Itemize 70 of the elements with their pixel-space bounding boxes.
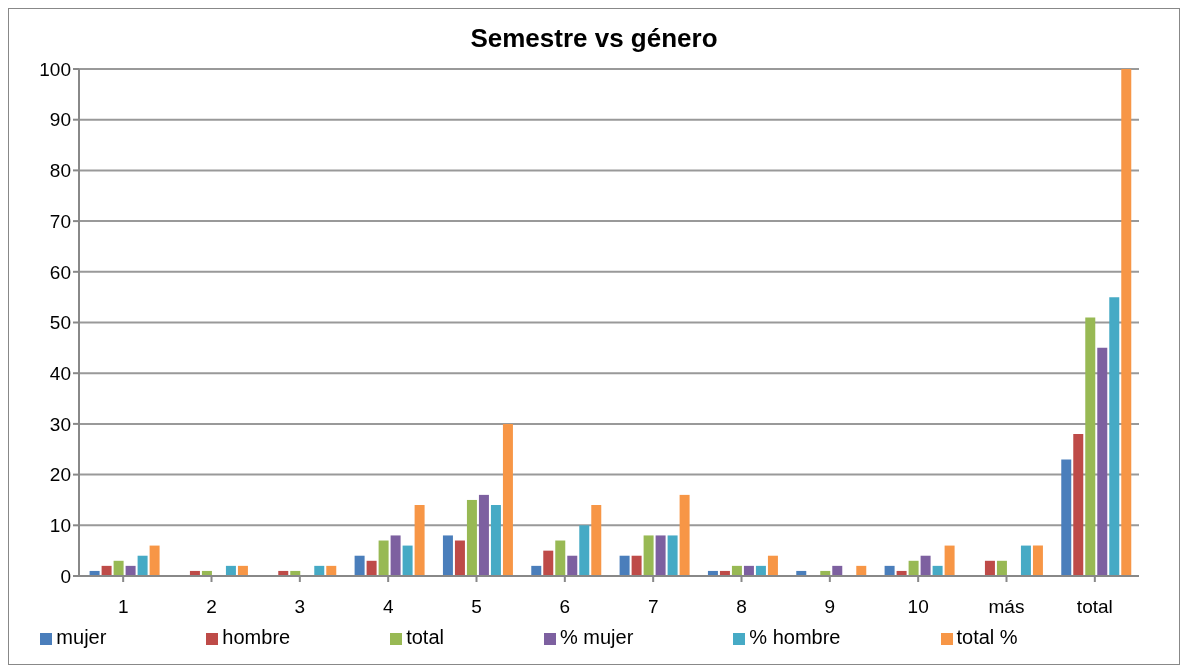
bar — [366, 560, 377, 576]
x-tick-label: 3 — [294, 596, 306, 618]
bar — [1109, 297, 1120, 576]
chart-title: Semestre vs género — [469, 22, 719, 55]
bar — [502, 423, 513, 576]
bar — [137, 555, 148, 576]
bar — [667, 535, 678, 576]
y-tick-label: 50 — [49, 312, 71, 334]
bar — [1121, 69, 1132, 576]
bar — [655, 535, 666, 576]
bar — [466, 499, 477, 576]
bar — [908, 560, 919, 576]
bar — [679, 494, 690, 576]
x-tick-label: 1 — [117, 596, 129, 618]
bar — [591, 505, 602, 576]
y-tick-label: 30 — [49, 413, 71, 435]
legend-label: total % — [956, 626, 1018, 648]
bar — [1085, 317, 1096, 576]
bar — [643, 535, 654, 576]
bar — [1073, 434, 1084, 576]
bar — [354, 555, 365, 576]
bar — [567, 555, 578, 576]
bar — [984, 560, 995, 576]
x-tick-label: más — [988, 596, 1025, 618]
x-tick-label: 5 — [471, 596, 482, 618]
bar — [767, 555, 778, 576]
x-tick-label: 6 — [559, 596, 571, 618]
bar — [390, 535, 401, 576]
y-tick-label: 70 — [49, 210, 71, 232]
bar — [478, 494, 489, 576]
x-tick-label: 9 — [824, 596, 836, 618]
bar — [579, 525, 590, 576]
y-tick-label: 20 — [49, 464, 71, 486]
legend-label: hombre — [222, 626, 291, 648]
y-tick-label: 10 — [49, 515, 71, 537]
bar — [414, 505, 425, 576]
x-tick-label: 4 — [382, 596, 394, 618]
bar — [996, 560, 1007, 576]
bar — [1020, 545, 1031, 576]
bar — [543, 550, 554, 576]
legend-label: mujer — [56, 626, 107, 648]
x-tick-label: 8 — [736, 596, 747, 618]
x-tick-label: 10 — [907, 596, 929, 618]
y-tick-label: 90 — [49, 109, 71, 131]
legend-label: total — [406, 626, 444, 648]
bar — [378, 540, 389, 576]
y-tick-label: 60 — [49, 261, 71, 283]
bar — [454, 540, 465, 576]
bar — [113, 560, 124, 576]
bar — [402, 545, 413, 576]
bar — [442, 535, 453, 576]
bar — [619, 555, 630, 576]
y-tick-label: 100 — [39, 58, 71, 80]
bar — [631, 555, 642, 576]
legend-label: % mujer — [559, 626, 634, 648]
bar — [1097, 347, 1108, 576]
bar — [555, 540, 566, 576]
x-tick-label: total — [1076, 596, 1113, 618]
x-tick-label: 7 — [647, 596, 659, 618]
x-tick-label: 2 — [206, 596, 217, 618]
y-tick-label: 40 — [49, 362, 71, 384]
bar — [490, 505, 501, 576]
bar — [944, 545, 955, 576]
legend-label: % hombre — [749, 626, 841, 648]
bar — [920, 555, 931, 576]
bar — [1032, 545, 1043, 576]
bar — [149, 545, 160, 576]
y-tick-label: 80 — [49, 160, 71, 182]
y-tick-label: 0 — [60, 565, 71, 587]
bar — [1061, 459, 1072, 576]
